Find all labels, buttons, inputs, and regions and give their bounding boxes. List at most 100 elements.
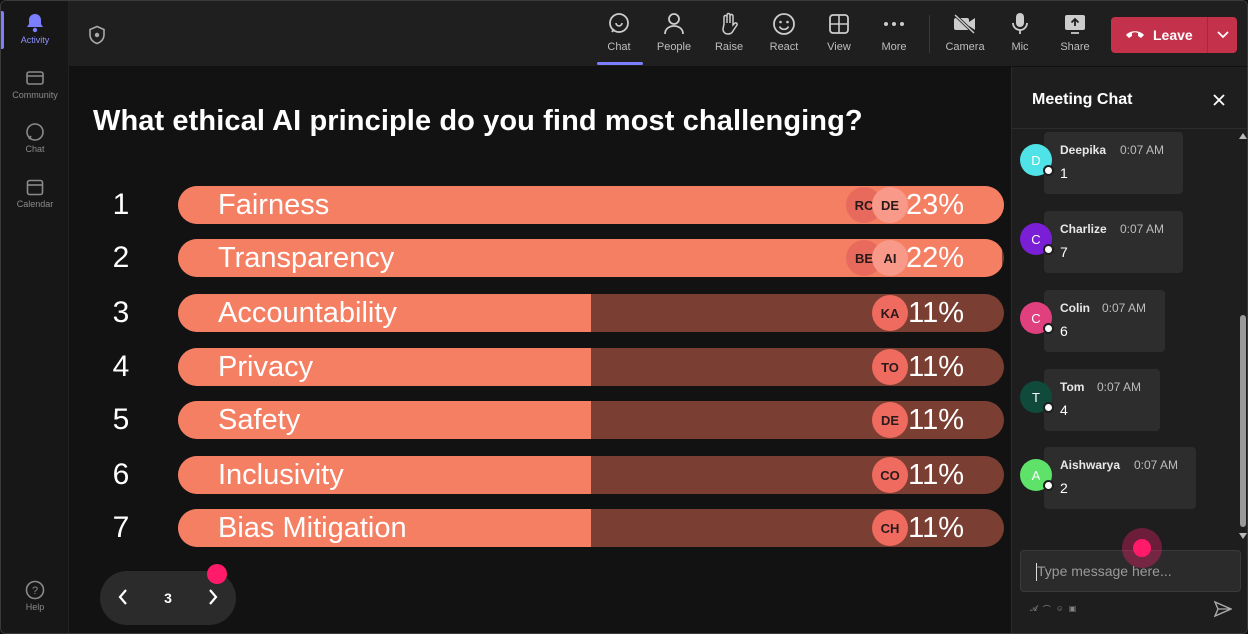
- poll-option-fill: [178, 509, 591, 547]
- toolbar-view-button[interactable]: View: [812, 11, 866, 53]
- chat-icon: [25, 122, 45, 142]
- toolbar-mic-button[interactable]: Mic: [993, 11, 1047, 53]
- page-number: 3: [164, 590, 172, 606]
- format-icon[interactable]: 𝓐: [1030, 604, 1038, 613]
- cursor-indicator: [207, 564, 227, 584]
- meeting-chat-panel: Meeting Chat Deepika 0:07 AM 1 D Charlize 0:0…: [1011, 67, 1247, 633]
- more-icon: [880, 11, 908, 37]
- voter-avatar: CH: [872, 510, 908, 546]
- message-bubble: Aishwarya 0:07 AM 2: [1044, 447, 1196, 509]
- poll-option-fill: [178, 401, 591, 439]
- toolbar-people-button[interactable]: People: [647, 11, 701, 53]
- cursor-indicator: [1122, 528, 1162, 568]
- toolbar-button-label: More: [881, 41, 907, 53]
- voter-avatar: KA: [872, 295, 908, 331]
- message-bubble: Colin 0:07 AM 6: [1044, 290, 1165, 352]
- toolbar-more-button[interactable]: More: [867, 11, 921, 53]
- message-sender: Aishwarya: [1060, 458, 1121, 472]
- rail-item-community[interactable]: Community: [1, 68, 69, 100]
- rail-item-calendar[interactable]: Calendar: [1, 177, 69, 209]
- chat-divider: [1012, 128, 1247, 129]
- shield-icon[interactable]: [87, 25, 107, 45]
- avatar-initial: A: [1031, 467, 1041, 483]
- leave-button[interactable]: Leave: [1111, 17, 1237, 53]
- attach-icon[interactable]: ⌒: [1042, 605, 1051, 614]
- presence-icon: [1043, 165, 1054, 176]
- poll-option-bar: Privacy 11% TO: [178, 348, 1004, 386]
- chat-message-input[interactable]: Type message here...: [1020, 550, 1241, 592]
- voter-avatar: AI: [872, 240, 908, 276]
- toolbar-button-label: Chat: [607, 41, 631, 53]
- poll-option-row: 1 Fairness 23% RC DE: [69, 186, 1011, 224]
- voter-avatar: CO: [872, 457, 908, 493]
- poll-option-bar: Accountability 11% KA: [178, 294, 1004, 332]
- presence-icon: [1043, 323, 1054, 334]
- presence-icon: [1043, 402, 1054, 413]
- scrollbar-thumb[interactable]: [1240, 315, 1246, 527]
- emoji-icon[interactable]: ☺: [1055, 604, 1064, 613]
- chat-scrollbar[interactable]: [1238, 131, 1247, 543]
- poll-option-row: 7 Bias Mitigation 11% CH: [69, 509, 1011, 547]
- people-icon: [660, 11, 688, 37]
- toolbar-button-label: Share: [1060, 41, 1090, 53]
- message-bubble: Deepika 0:07 AM 1: [1044, 132, 1183, 194]
- toolbar-camera-button[interactable]: Camera: [938, 11, 992, 53]
- rail-item-label: Chat: [25, 144, 45, 154]
- toolbar-share-button[interactable]: Share: [1048, 11, 1102, 53]
- share-icon: [1061, 11, 1089, 37]
- toolbar-button-label: People: [656, 41, 692, 53]
- poll-option-number: 5: [112, 403, 130, 436]
- message-body: 4: [1060, 402, 1068, 418]
- chevron-down-icon[interactable]: [1207, 17, 1237, 53]
- rail-item-help[interactable]: ? Help: [1, 580, 69, 612]
- message-sender: Colin: [1060, 301, 1090, 315]
- avatar-initial: C: [1031, 310, 1041, 326]
- svg-text:?: ?: [32, 585, 38, 597]
- rail-item-chat[interactable]: Chat: [1, 122, 69, 154]
- poll-option-bar: Transparency 22% BE AI: [178, 239, 1004, 277]
- toolbar-react-button[interactable]: React: [757, 11, 811, 53]
- poll-option-percent: 11%: [908, 404, 964, 436]
- toolbar-button-label: Camera: [945, 41, 985, 53]
- poll-option-label: Bias Mitigation: [218, 512, 407, 544]
- chevron-left-icon[interactable]: [117, 588, 129, 609]
- toolbar-raise-button[interactable]: Raise: [702, 11, 756, 53]
- send-icon[interactable]: [1213, 600, 1233, 618]
- help-icon: ?: [25, 580, 45, 600]
- toolbar-button-label: Raise: [714, 41, 744, 53]
- compose-options: 𝓐 ⌒ ☺ ▣: [1030, 604, 1076, 615]
- message-time: 0:07 AM: [1102, 301, 1147, 315]
- poll-option-row: 6 Inclusivity 11% CO: [69, 456, 1011, 494]
- poll-option-row: 3 Accountability 11% KA: [69, 294, 1011, 332]
- poll-option-label: Transparency: [218, 242, 395, 274]
- close-icon[interactable]: [1208, 89, 1230, 111]
- rail-item-label: Help: [25, 602, 45, 612]
- chevron-right-icon[interactable]: [207, 588, 219, 609]
- message-body: 7: [1060, 244, 1068, 260]
- toolbar-divider: [929, 15, 930, 53]
- poll-option-number: 6: [112, 458, 130, 491]
- message-sender: Deepika: [1060, 143, 1107, 157]
- gif-icon[interactable]: ▣: [1068, 604, 1077, 613]
- scroll-up-icon[interactable]: [1239, 133, 1247, 139]
- scroll-down-icon[interactable]: [1239, 533, 1247, 539]
- avatar: T: [1020, 381, 1054, 413]
- raise-hand-icon: [715, 11, 743, 37]
- bell-icon: [25, 13, 45, 33]
- poll-option-number: 7: [112, 511, 130, 544]
- poll-option-row: 2 Transparency 22% BE AI: [69, 239, 1011, 277]
- rail-item-label: Community: [12, 90, 58, 100]
- toolbar-button-label: React: [769, 41, 799, 53]
- presence-icon: [1043, 244, 1054, 255]
- poll-option-fill: [178, 348, 591, 386]
- slide-pager: 3: [100, 571, 236, 625]
- poll-option-number: 4: [112, 350, 130, 383]
- toolbar-button-label: Mic: [1011, 41, 1029, 53]
- toolbar-chat-button[interactable]: Chat: [592, 11, 646, 53]
- chat-icon: [605, 11, 633, 37]
- chat-title: Meeting Chat: [1032, 91, 1133, 108]
- rail-item-activity[interactable]: Activity: [1, 13, 69, 45]
- poll-option-number: 1: [112, 188, 130, 221]
- phone-hangup-icon: [1125, 27, 1145, 43]
